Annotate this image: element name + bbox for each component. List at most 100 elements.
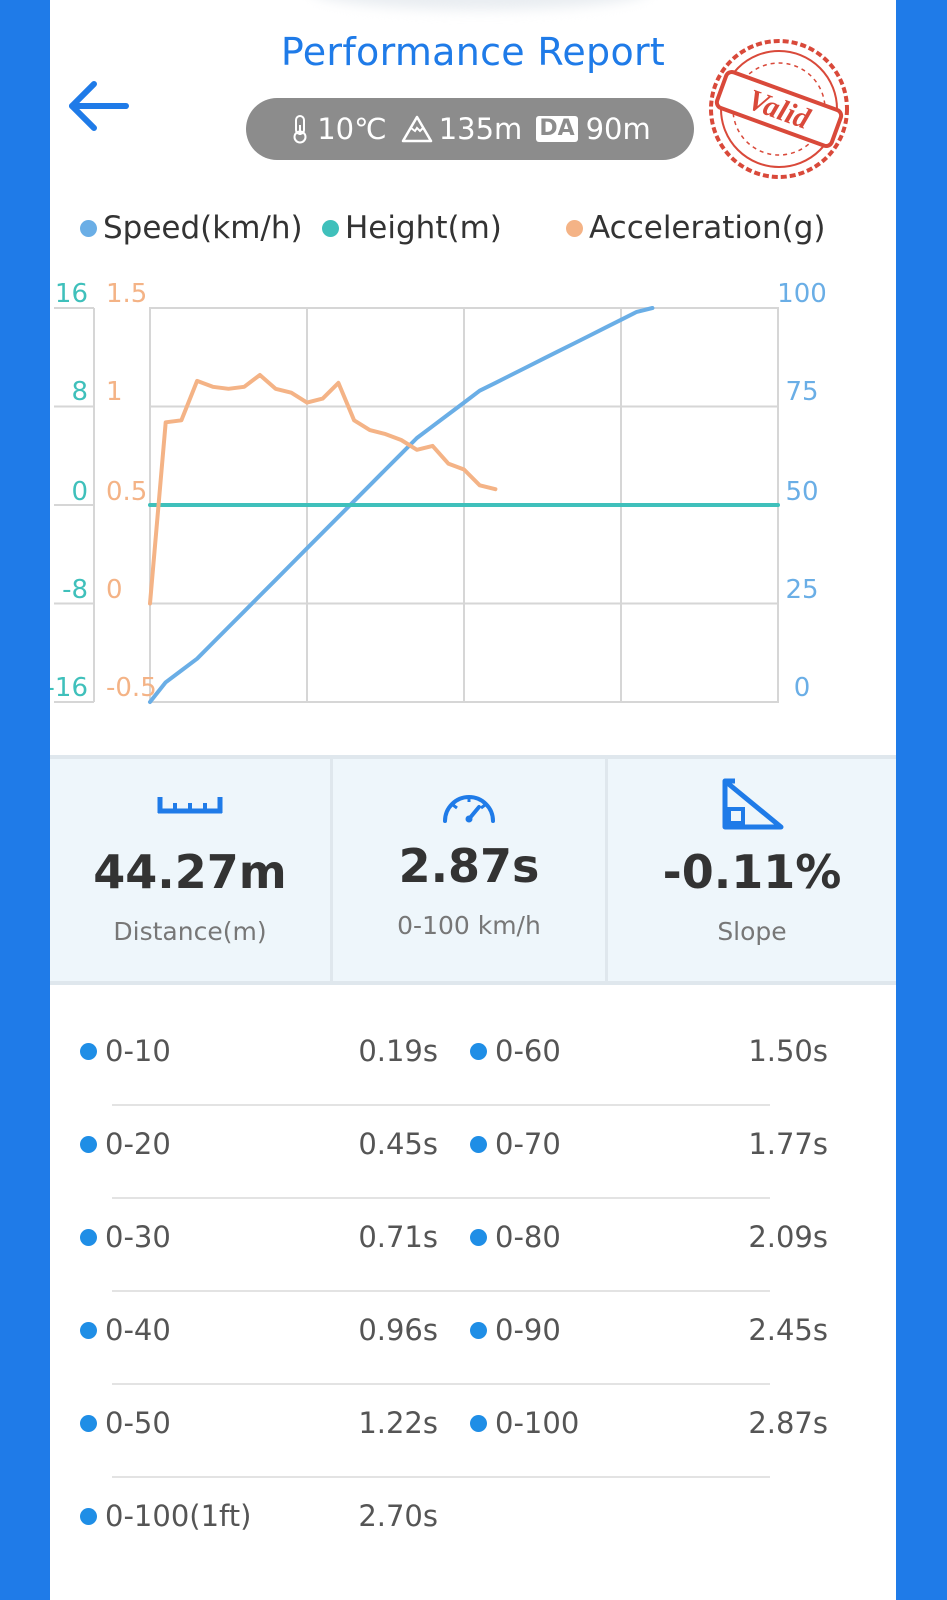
split-name: 0-40 (105, 1313, 171, 1347)
split-row: 0-20 0.45s 0-70 1.77s (50, 1103, 896, 1199)
split-right-label: 0-100 (470, 1406, 579, 1440)
height-tick-label: 16 (55, 279, 88, 309)
legend-speed-label: Speed(km/h) (103, 210, 303, 246)
report-card: Performance Report 10℃ 135m DA 90m (50, 0, 896, 1600)
split-right-value: 2.09s (748, 1220, 828, 1254)
stat-divider (330, 759, 333, 981)
split-left-label: 0-100(1ft) (80, 1499, 251, 1533)
acceleration-tick-label: 0 (106, 575, 123, 605)
time-value: 2.87s (398, 839, 540, 893)
split-row: 0-30 0.71s 0-80 2.09s (50, 1196, 896, 1292)
acceleration-tick-label: 0.5 (106, 477, 147, 507)
split-name: 0-60 (495, 1034, 561, 1068)
slope-icon (722, 778, 784, 830)
performance-chart: 16 8 0 -8 -16 1.5 1 0.5 0 -0.5 100 75 50 25 0 (50, 279, 827, 704)
split-right-label: 0-60 (470, 1034, 561, 1068)
density-altitude-item: DA 90m (536, 112, 651, 146)
split-name: 0-20 (105, 1127, 171, 1161)
split-row: 0-40 0.96s 0-90 2.45s (50, 1289, 896, 1385)
stat-slope: -0.11% Slope (608, 759, 896, 981)
stat-time: 2.87s 0-100 km/h (333, 759, 605, 981)
split-left-label: 0-40 (80, 1313, 171, 1347)
height-tick-label: 0 (71, 477, 88, 507)
legend-height-label: Height(m) (345, 210, 502, 246)
bullet-icon (470, 1414, 487, 1432)
valid-stamp: Valid (709, 39, 849, 179)
split-left-label: 0-10 (80, 1034, 171, 1068)
row-divider (112, 1476, 770, 1478)
top-shadow (310, 0, 650, 10)
page-title: Performance Report (280, 30, 666, 74)
bullet-icon (470, 1135, 487, 1153)
altitude-value: 135m (438, 112, 523, 146)
speed-tick-label: 25 (785, 575, 818, 605)
split-name: 0-90 (495, 1313, 561, 1347)
bullet-icon (80, 1414, 97, 1432)
split-name: 0-80 (495, 1220, 561, 1254)
legend-acceleration-label: Acceleration(g) (589, 210, 826, 246)
bullet-icon (80, 1507, 97, 1525)
acceleration-tick-label: -0.5 (106, 673, 157, 703)
speed-tick-label: 75 (785, 377, 818, 407)
speed-series-line (148, 306, 655, 704)
split-right-value: 2.87s (748, 1406, 828, 1440)
stats-panel: 44.27m Distance(m) 2.87s 0-100 km/h - (50, 755, 896, 985)
split-right-label: 0-80 (470, 1220, 561, 1254)
height-tick-label: -16 (50, 673, 88, 703)
altitude-item: 135m (401, 112, 523, 146)
split-name: 0-10 (105, 1034, 171, 1068)
split-row: 0-100(1ft) 2.70s (50, 1475, 896, 1568)
speed-tick-label: 50 (785, 477, 818, 507)
chart-legend: Speed(km/h) Height(m) Acceleration(g) (80, 210, 880, 254)
density-altitude-badge: DA (536, 116, 578, 142)
split-left-value: 0.96s (358, 1313, 438, 1347)
back-arrow-icon (69, 81, 129, 131)
stat-divider (605, 759, 608, 981)
stat-distance: 44.27m Distance(m) (50, 759, 330, 981)
split-left-value: 2.70s (358, 1499, 438, 1533)
thermometer-icon (293, 115, 307, 144)
split-right-value: 1.50s (748, 1034, 828, 1068)
slope-label: Slope (717, 917, 787, 946)
split-left-value: 0.71s (358, 1220, 438, 1254)
ruler-icon (157, 797, 223, 814)
split-row: 0-50 1.22s 0-100 2.87s (50, 1382, 896, 1478)
temperature-value: 10℃ (317, 112, 387, 146)
mountain-icon (401, 115, 432, 143)
distance-label: Distance(m) (113, 917, 267, 946)
split-left-value: 1.22s (358, 1406, 438, 1440)
height-dot-icon (322, 219, 339, 237)
split-name: 0-50 (105, 1406, 171, 1440)
bullet-icon (80, 1042, 97, 1060)
slope-value: -0.11% (662, 845, 842, 899)
split-left-value: 0.45s (358, 1127, 438, 1161)
split-right-value: 2.45s (748, 1313, 828, 1347)
bullet-icon (470, 1228, 487, 1246)
height-tick-label: -8 (62, 575, 88, 605)
row-divider (112, 1104, 770, 1106)
speed-dot-icon (80, 219, 97, 237)
split-right-label: 0-90 (470, 1313, 561, 1347)
split-right-label: 0-70 (470, 1127, 561, 1161)
row-divider (112, 1383, 770, 1385)
bullet-icon (80, 1135, 97, 1153)
split-row: 0-10 0.19s 0-60 1.50s (50, 1010, 896, 1106)
split-name: 0-100 (495, 1406, 580, 1440)
split-left-value: 0.19s (358, 1034, 438, 1068)
split-right-value: 1.77s (748, 1127, 828, 1161)
back-button[interactable] (64, 76, 134, 136)
split-left-label: 0-30 (80, 1220, 171, 1254)
split-name: 0-100(1ft) (105, 1499, 252, 1533)
row-divider (112, 1290, 770, 1292)
legend-height: Height(m) (322, 210, 502, 246)
bullet-icon (470, 1321, 487, 1339)
legend-speed: Speed(km/h) (80, 210, 303, 246)
split-name: 0-70 (495, 1127, 561, 1161)
environment-pill: 10℃ 135m DA 90m (246, 98, 694, 160)
legend-acceleration: Acceleration(g) (566, 210, 826, 246)
distance-value: 44.27m (93, 845, 287, 899)
bullet-icon (80, 1228, 97, 1246)
acceleration-tick-label: 1.5 (106, 279, 147, 309)
split-left-label: 0-20 (80, 1127, 171, 1161)
acceleration-tick-label: 1 (106, 377, 123, 407)
